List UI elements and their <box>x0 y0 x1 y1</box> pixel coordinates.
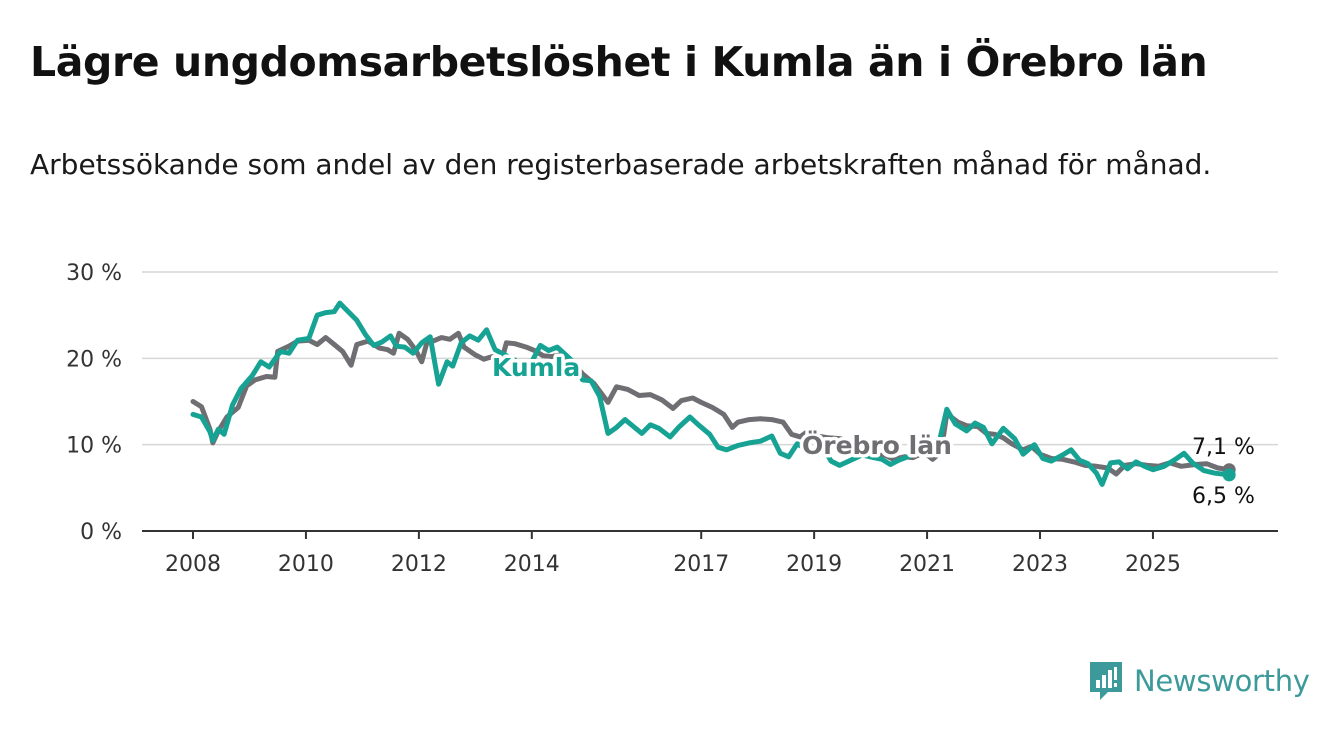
chart-subtitle: Arbetssökande som andel av den registerb… <box>30 148 1212 181</box>
gridlines: 0 % 10 % 20 % 30 % <box>66 261 1278 545</box>
series-lines <box>190 300 1236 487</box>
chart-title: Lägre ungdomsarbetslöshet i Kumla än i Ö… <box>30 38 1208 86</box>
newsworthy-brand: Newsworthy <box>1088 660 1310 702</box>
newsworthy-logo-icon <box>1090 662 1122 700</box>
x-tick-label: 2017 <box>673 552 729 577</box>
y-tick-label: 10 % <box>66 434 122 459</box>
end-label-kumla: 6,5 % <box>1192 484 1255 509</box>
x-tick-label: 2010 <box>278 552 334 577</box>
y-tick-label: 20 % <box>66 347 122 372</box>
y-tick-label: 0 % <box>80 520 122 545</box>
x-tick-label: 2023 <box>1012 552 1068 577</box>
x-tick-label: 2019 <box>786 552 842 577</box>
series-line-orebro <box>190 330 1232 477</box>
x-tick-label: 2012 <box>391 552 447 577</box>
x-tick-label: 2025 <box>1125 552 1181 577</box>
brand-name: Newsworthy <box>1134 664 1310 698</box>
series-label-kumla: Kumla <box>492 353 580 382</box>
y-tick-label: 30 % <box>66 261 122 286</box>
x-tick-label: 2021 <box>899 552 955 577</box>
x-tick-label: 2008 <box>165 552 221 577</box>
series-label-orebro: Örebro län <box>802 430 952 460</box>
series-line-kumla <box>190 300 1232 487</box>
end-label-orebro: 7,1 % <box>1192 435 1255 460</box>
series-labels: Kumla Örebro län 7,1 % 6,5 % <box>489 350 1255 510</box>
x-axis: 2008 2010 2012 2014 2017 2019 2021 2023 2025 <box>165 531 1181 577</box>
x-tick-label: 2014 <box>504 552 560 577</box>
end-point-kumla <box>1222 468 1236 482</box>
